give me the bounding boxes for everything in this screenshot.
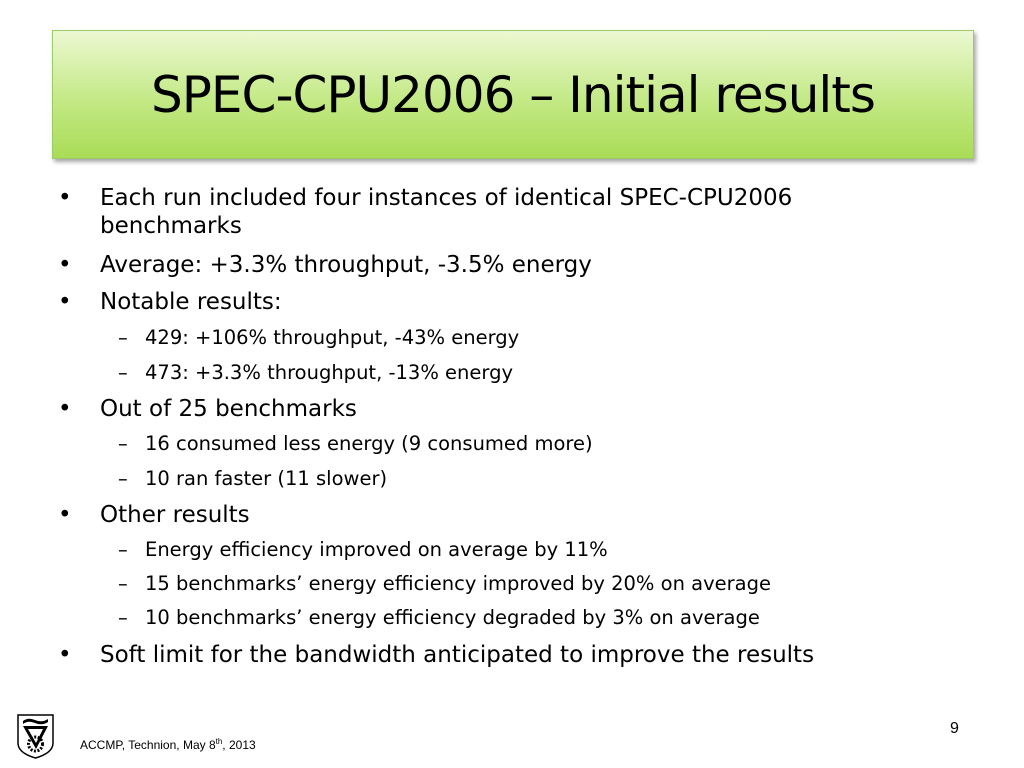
- slide-title: SPEC-CPU2006 – Initial results: [151, 65, 876, 124]
- bullet-item: • Soft limit for the bandwidth anticipate…: [58, 642, 815, 668]
- sub-bullet-item: – Energy efficiency improved on average b…: [118, 538, 608, 561]
- sub-bullet-item: –473: +3.3% throughput, -13% energy: [118, 361, 513, 384]
- sub-bullet-item: –16 consumed less energy (9 consumed mor…: [118, 432, 593, 455]
- sub-bullet-item: –10 benchmarks’ energy efficiency degrad…: [118, 606, 760, 629]
- title-box: SPEC-CPU2006 – Initial results: [52, 30, 974, 159]
- bullet-item: • Notable results:: [58, 289, 282, 315]
- bullet-item: • Each run included four instances of ide…: [58, 185, 793, 239]
- bullet-item: • Out of 25 benchmarks: [58, 396, 357, 422]
- page-number: 9: [950, 720, 959, 737]
- sub-bullet-item: –10 ran faster (11 slower): [118, 467, 388, 490]
- sub-bullet-item: –15 benchmarks’ energy efficiency improv…: [118, 572, 771, 595]
- bullet-item: • Average: +3.3% throughput, -3.5% energy: [58, 252, 592, 278]
- bullet-item: • Other results: [58, 502, 250, 528]
- technion-logo: [17, 714, 54, 759]
- footer-text: ACCMP, Technion, May 8th, 2013: [80, 737, 256, 752]
- sub-bullet-item: –429: +106% throughput, -43% energy: [118, 326, 520, 349]
